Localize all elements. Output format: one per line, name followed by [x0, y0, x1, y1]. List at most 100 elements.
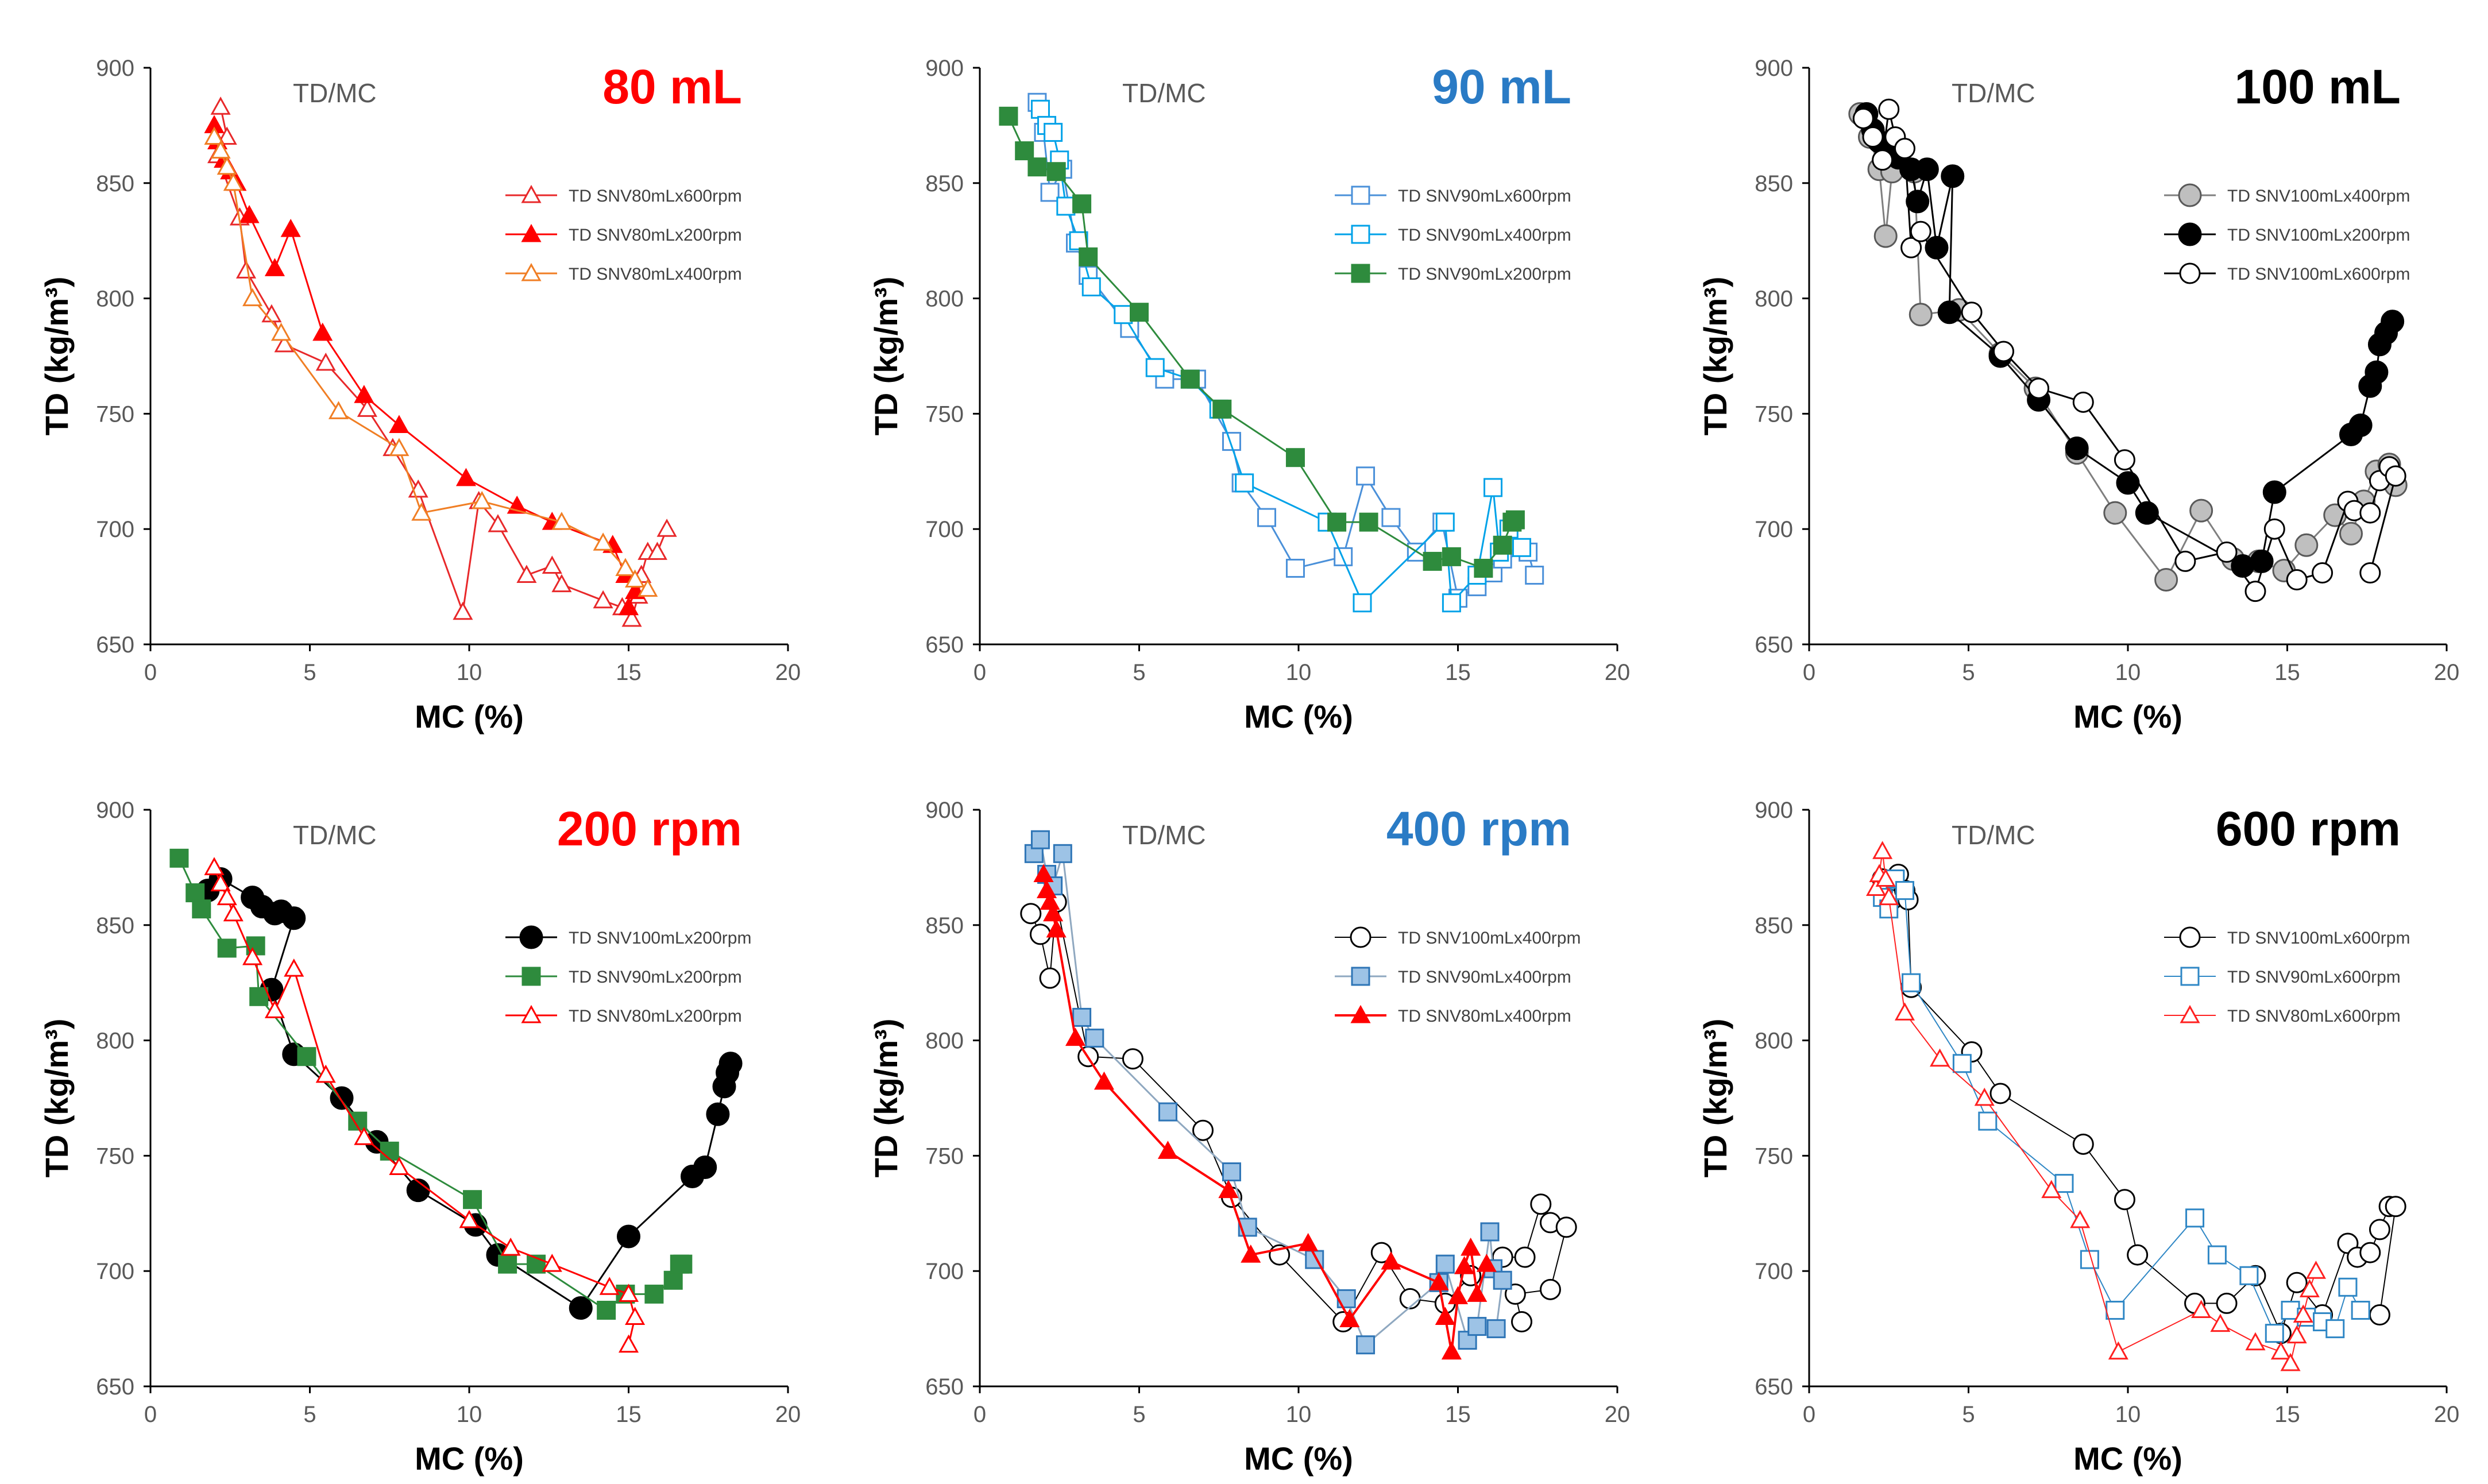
x-tick-label: 15: [2274, 1402, 2300, 1427]
data-point: [1895, 881, 1914, 901]
legend-label: TD SNV90mLx600rpm: [2227, 968, 2401, 987]
data-point: [1020, 903, 1042, 925]
data-point: [186, 883, 205, 903]
y-tick-label: 850: [925, 913, 964, 938]
chart-panel-80ml: 650 700 750 800 850 900 0 5 10 15 20 MC (%) TD (kg/m…: [0, 0, 829, 742]
y-tick-label: 750: [925, 1143, 964, 1169]
data-point: [2072, 391, 2094, 413]
chart-note: TD/MC: [1122, 820, 1206, 850]
chart-panel-200rpm: 650 700 750 800 850 900 0 5 10 15 20 MC (%) TD (kg/m…: [0, 742, 829, 1484]
data-point: [2154, 568, 2178, 592]
data-point: [599, 1277, 620, 1295]
y-tick-label: 750: [925, 401, 964, 427]
data-point: [1937, 300, 1961, 324]
data-point: [264, 1000, 285, 1018]
x-axis-title: MC (%): [1244, 1440, 1353, 1477]
x-tick-label: 20: [2434, 1402, 2460, 1427]
x-tick-label: 15: [616, 1402, 642, 1427]
data-point: [1512, 538, 1531, 557]
y-tick-label: 800: [96, 287, 134, 312]
y-tick-label: 900: [96, 56, 134, 81]
data-point: [1130, 303, 1149, 322]
data-point: [1493, 535, 1512, 555]
x-tick-label: 15: [1445, 660, 1471, 685]
x-tick-label: 20: [2434, 660, 2460, 685]
data-point: [2381, 310, 2405, 334]
y-tick-label: 800: [1755, 1029, 1793, 1054]
data-point: [1428, 1272, 1449, 1290]
chart-panel-600rpm: 650 700 750 800 850 900 0 5 10 15 20 MC (%) TD (kg/m…: [1659, 742, 2488, 1484]
data-point: [2041, 1180, 2062, 1199]
series-line: [1036, 102, 1536, 600]
series-2: [999, 106, 1525, 578]
data-point: [1530, 1193, 1552, 1215]
chart-note: TD/MC: [1952, 78, 2035, 108]
y-axis-title: TD (kg/m³): [38, 1019, 75, 1178]
chart-svg-400rpm: 650 700 750 800 850 900 0 5 10 15 20 MC (%) TD (kg/m…: [868, 798, 1631, 1477]
y-tick-label: 650: [925, 1374, 964, 1400]
x-tick-label: 10: [2115, 1402, 2141, 1427]
data-point: [1094, 1071, 1114, 1090]
data-point: [169, 848, 189, 868]
data-point: [389, 415, 409, 433]
data-point: [389, 1157, 409, 1175]
data-point: [1525, 566, 1544, 585]
data-point: [1435, 1254, 1455, 1274]
data-point: [1339, 1309, 1360, 1328]
data-point: [1852, 107, 1874, 129]
data-point: [1906, 190, 1930, 214]
data-point: [1461, 1237, 1481, 1256]
data-point: [1961, 302, 1983, 323]
data-point: [2265, 1324, 2284, 1343]
series-line: [1859, 113, 2397, 581]
legend-label: TD SNV80mLx600rpm: [569, 187, 742, 206]
data-point: [693, 1155, 717, 1179]
legend-label: TD SNV100mLx600rpm: [2227, 265, 2410, 284]
chart-panel-100ml: 650 700 750 800 850 900 0 5 10 15 20 MC (%) TD (kg/m…: [1659, 0, 2488, 742]
data-point: [455, 467, 476, 486]
data-point: [516, 565, 537, 583]
y-tick-label: 800: [925, 1029, 964, 1054]
data-point: [1873, 224, 1898, 248]
data-point: [647, 542, 667, 560]
data-point: [2191, 1300, 2212, 1318]
data-point: [1974, 1087, 1995, 1106]
legend-marker: [519, 925, 543, 949]
y-tick-label: 700: [96, 517, 134, 542]
data-point: [217, 126, 237, 145]
data-point: [357, 399, 377, 417]
data-point: [2103, 501, 2127, 525]
legend-marker: [2180, 1004, 2200, 1023]
data-point: [297, 1047, 316, 1066]
data-point: [1241, 1244, 1261, 1263]
data-point: [235, 260, 257, 279]
data-point: [1065, 1027, 1086, 1046]
data-point: [2359, 502, 2381, 524]
data-point: [2270, 1341, 2291, 1360]
x-tick-label: 0: [1803, 1402, 1815, 1427]
legend-label: TD SNV80mLx200rpm: [569, 226, 742, 245]
x-tick-label: 10: [457, 1402, 482, 1427]
data-point: [621, 608, 642, 627]
chart-note: TD/MC: [293, 78, 377, 108]
panel-title: 80 mL: [602, 60, 742, 114]
y-tick-label: 650: [925, 632, 964, 658]
x-tick-label: 20: [1605, 1402, 1631, 1427]
data-point: [2185, 1208, 2205, 1228]
panel-title: 90 mL: [1432, 60, 1571, 114]
data-point: [249, 987, 269, 1006]
legend-label: TD SNV90mLx400rpm: [1398, 968, 1571, 987]
chart-svg-80ml: 650 700 750 800 850 900 0 5 10 15 20 MC (%) TD (kg/m…: [38, 56, 801, 735]
legend-label: TD SNV90mLx200rpm: [1398, 265, 1571, 284]
x-tick-label: 0: [973, 660, 986, 685]
data-point: [1043, 903, 1064, 922]
data-point: [1447, 1286, 1469, 1304]
data-point: [1910, 221, 1931, 242]
data-point: [1894, 1002, 1915, 1021]
legend-label: TD SNV100mLx600rpm: [2227, 929, 2410, 948]
data-point: [1486, 1319, 1506, 1339]
x-tick-label: 10: [1286, 660, 1312, 685]
x-tick-label: 20: [1605, 660, 1631, 685]
data-point: [1029, 923, 1051, 945]
legend-marker: [1351, 264, 1370, 283]
